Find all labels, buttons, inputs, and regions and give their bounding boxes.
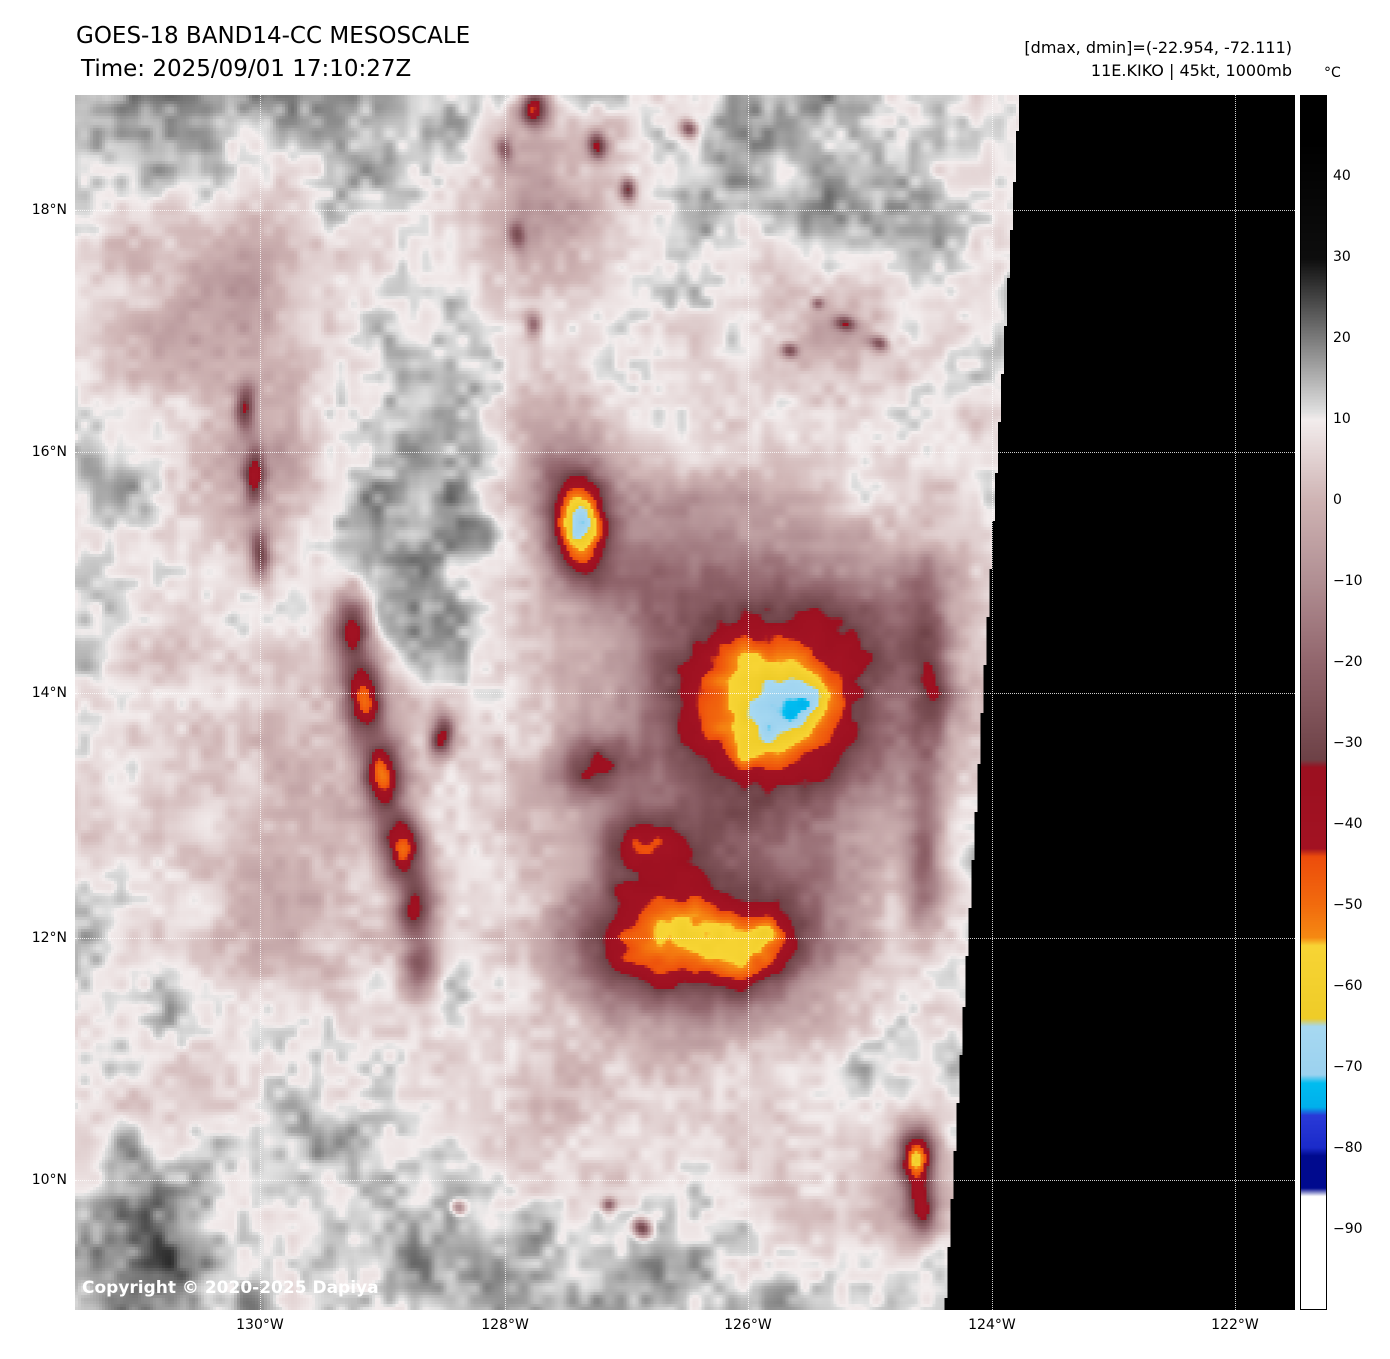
- colorbar-tick-label: −90: [1333, 1221, 1363, 1237]
- lat-tick-label: 16°N: [31, 443, 67, 460]
- colorbar-tick-label: 20: [1333, 330, 1351, 346]
- colorbar-tick-label: −60: [1333, 978, 1363, 994]
- colorbar-unit-label: °C: [1324, 65, 1341, 81]
- lon-tick-label: 122°W: [1211, 1317, 1259, 1333]
- colorbar-tick-label: −70: [1333, 1059, 1363, 1075]
- colorbar-tick-label: −30: [1333, 735, 1363, 751]
- colorbar-tick-label: 30: [1333, 249, 1351, 265]
- lat-tick-label: 12°N: [31, 929, 67, 946]
- colorbar-tick-label: 40: [1333, 168, 1351, 184]
- lat-tick-label: 14°N: [31, 685, 67, 702]
- dmax-dmin-readout: [dmax, dmin]=(-22.954, -72.111): [1024, 38, 1292, 57]
- colorbar-canvas: [1301, 96, 1326, 1309]
- lat-tick-label: 18°N: [31, 202, 67, 219]
- lon-tick-label: 128°W: [481, 1317, 529, 1333]
- colorbar: [1300, 95, 1327, 1310]
- product-title: GOES-18 BAND14-CC MESOSCALE: [76, 23, 471, 49]
- lat-tick-label: 10°N: [31, 1171, 67, 1188]
- colorbar-ticks: 40 30 20 10 0 −10 −20 −30 −40 −50 −60 −70 −80 −90: [1333, 95, 1388, 1310]
- lon-axis: 130°W 128°W 126°W 124°W 122°W: [75, 1312, 1295, 1346]
- colorbar-tick-label: −80: [1333, 1140, 1363, 1156]
- colorbar-tick-label: 10: [1333, 411, 1351, 427]
- colorbar-tick-label: 0: [1333, 492, 1342, 508]
- colorbar-tick-label: −10: [1333, 573, 1363, 589]
- colorbar-tick-label: −40: [1333, 816, 1363, 832]
- lon-tick-label: 126°W: [724, 1317, 772, 1333]
- product-time: Time: 2025/09/01 17:10:27Z: [81, 56, 412, 82]
- lon-tick-label: 130°W: [236, 1317, 284, 1333]
- map-plot-area: Copyright © 2020-2025 Dapiya: [75, 95, 1295, 1310]
- header-info-block: [dmax, dmin]=(-22.954, -72.111) 11E.KIKO…: [1024, 36, 1292, 82]
- lon-tick-label: 124°W: [968, 1317, 1016, 1333]
- colorbar-tick-label: −50: [1333, 897, 1363, 913]
- copyright-text: Copyright © 2020-2025 Dapiya: [82, 1278, 379, 1298]
- satellite-image-canvas: [75, 95, 1295, 1310]
- colorbar-tick-label: −20: [1333, 654, 1363, 670]
- storm-info: 11E.KIKO | 45kt, 1000mb: [1090, 61, 1292, 80]
- lat-axis: 18°N 16°N 14°N 12°N 10°N: [0, 95, 72, 1310]
